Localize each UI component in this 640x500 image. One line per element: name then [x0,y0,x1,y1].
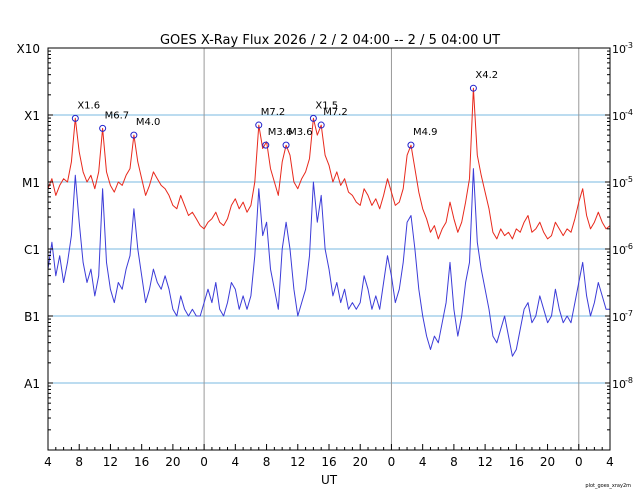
right-tick-exponent: -5 [625,175,633,184]
x-tick-label: 4 [419,455,427,469]
flare-label: M6.7 [105,110,130,121]
flare-marker [255,121,263,129]
flare-label: X4.2 [475,70,498,81]
flare-marker [71,114,79,122]
flare-layer: X1.6M6.7M4.0M7.2M3.6M3.6X1.5M7.2M4.9X4.2 [71,70,498,149]
flare-marker [130,131,138,139]
x-tick-label: 4 [232,455,240,469]
x-tick-label: 16 [321,455,336,469]
right-tick-exponent: -4 [625,108,633,117]
flare-label: X1.5 [315,100,338,111]
flare-label: X1.6 [77,100,100,111]
x-tick-label: 16 [509,455,524,469]
flare-marker [309,114,317,122]
series-line [47,87,611,240]
right-tick-base: 10 [612,378,626,391]
x-tick-label: 20 [165,455,180,469]
right-tick-base: 10 [612,177,626,190]
y-tick-label: M1 [22,176,40,190]
x-tick-label: 8 [450,455,458,469]
series-layer [47,87,611,357]
flare-label: M4.0 [136,117,161,128]
flare-marker [317,121,325,129]
flare-label: M3.6 [288,127,313,138]
right-tick-base: 10 [612,43,626,56]
y-tick-label: X1 [24,109,40,123]
flare-label: M3.6 [268,127,293,138]
plot-credit: plot_goes_xray2m [585,483,631,489]
day-boundary-layer [203,48,580,450]
series-line [47,168,610,357]
x-tick-label: 8 [263,455,271,469]
flare-marker [262,141,270,149]
right-axis: 10-310-410-510-610-710-8 [605,41,633,431]
x-tick-label: 0 [388,455,396,469]
x-tick-label: 0 [575,455,583,469]
x-tick-label: 12 [477,455,492,469]
right-tick-base: 10 [612,244,626,257]
right-tick-base: 10 [612,110,626,123]
right-tick-exponent: -3 [625,41,633,50]
x-tick-label: 20 [353,455,368,469]
x-tick-label: 12 [290,455,305,469]
right-tick-exponent: -6 [625,242,633,251]
x-axis: 4 8 12 16 20 0 4 8 12 16 20 0 4 8 12 16 20 0 4 [44,444,614,469]
y-tick-label: A1 [24,377,40,391]
x-axis-label: UT [321,473,338,487]
y-tick-label: C1 [24,243,40,257]
chart-title: GOES X-Ray Flux 2026 / 2 / 2 04:00 -- 2 … [160,33,500,48]
flare-marker [282,141,290,149]
flare-marker [407,141,415,149]
flare-marker [99,124,107,132]
grid-layer [48,114,610,384]
left-axis: X10 X1 M1 C1 B1 A1 [17,42,53,431]
y-tick-label: B1 [24,310,40,324]
x-tick-label: 20 [540,455,555,469]
x-tick-label: 16 [134,455,149,469]
right-tick-base: 10 [612,311,626,324]
x-tick-label: 8 [75,455,83,469]
x-tick-label: 4 [606,455,614,469]
right-tick-exponent: -7 [625,309,633,318]
flare-label: M7.2 [261,107,286,118]
flare-marker [469,84,477,92]
flare-label: M4.9 [413,127,438,138]
x-tick-label: 4 [44,455,52,469]
flare-label: M7.2 [323,107,348,118]
x-tick-label: 0 [200,455,208,469]
right-tick-exponent: -8 [625,376,633,385]
y-tick-label: X10 [17,42,41,56]
x-tick-label: 12 [103,455,118,469]
